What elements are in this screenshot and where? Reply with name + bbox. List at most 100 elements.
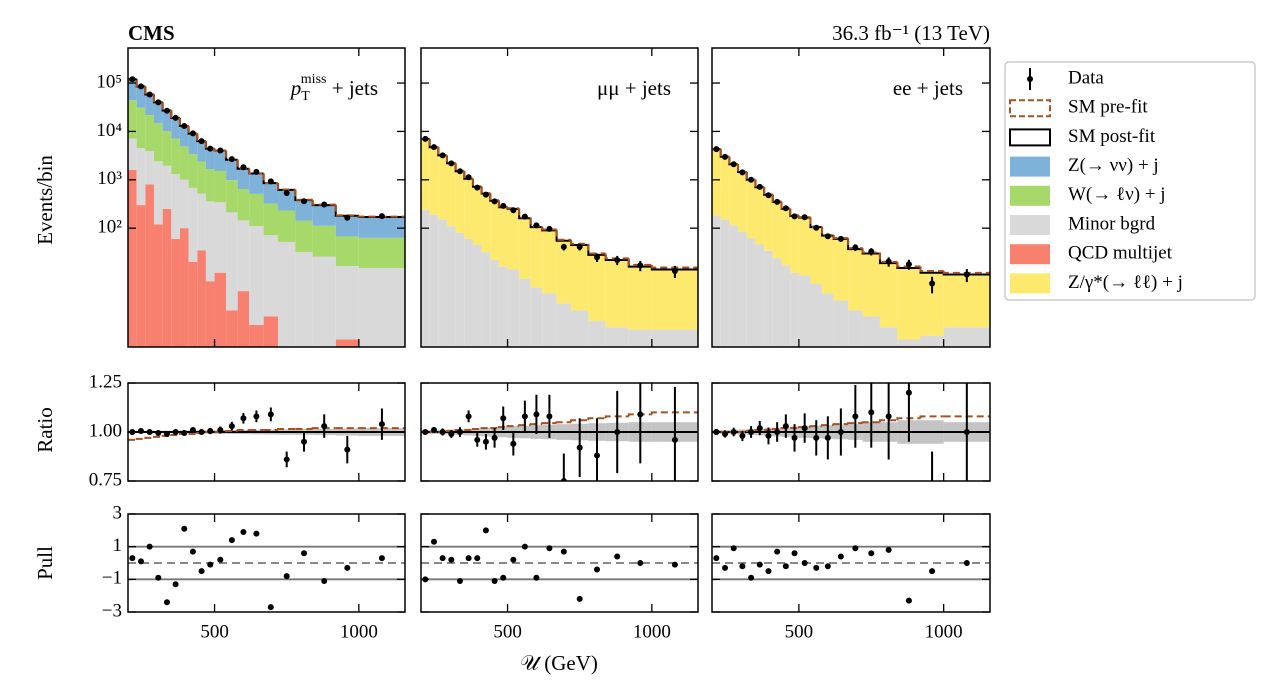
y-tick-label: −3 bbox=[102, 600, 122, 621]
stack-bar bbox=[179, 228, 189, 347]
data-point bbox=[748, 429, 755, 435]
data-point bbox=[929, 568, 936, 575]
data-point bbox=[824, 563, 831, 570]
legend-swatch bbox=[1010, 273, 1050, 294]
prefit-ratio-step bbox=[225, 430, 238, 433]
stack-bar bbox=[263, 316, 279, 347]
data-point bbox=[560, 548, 567, 555]
data-point bbox=[837, 553, 844, 560]
prefit-step bbox=[294, 189, 313, 201]
stack-bar bbox=[455, 171, 465, 233]
data-point bbox=[456, 577, 463, 584]
stack-bar bbox=[226, 212, 238, 311]
x-tick-label: 1000 bbox=[925, 621, 963, 642]
prefit-ratio-step bbox=[497, 426, 508, 429]
prefit-ratio-step bbox=[152, 435, 163, 438]
data-point bbox=[885, 546, 892, 553]
data-point bbox=[722, 564, 729, 571]
prefit-ratio-step bbox=[650, 411, 698, 415]
data-point bbox=[146, 543, 153, 550]
data-point bbox=[748, 574, 755, 581]
stack-bar bbox=[312, 205, 336, 226]
panel-pull bbox=[712, 545, 990, 604]
data-point bbox=[765, 568, 772, 575]
prefit-ratio-step bbox=[311, 427, 336, 430]
data-point bbox=[181, 123, 188, 130]
data-point bbox=[637, 411, 644, 418]
stack-bar bbox=[920, 335, 944, 347]
prefit-ratio-step bbox=[144, 436, 154, 439]
stack-bar bbox=[798, 275, 811, 347]
y-tick-label: 10³ bbox=[97, 168, 122, 189]
stack-bar bbox=[530, 227, 543, 288]
data-point bbox=[521, 213, 528, 220]
prefit-ratio-step bbox=[847, 422, 863, 425]
panel-main bbox=[128, 76, 405, 347]
data-point bbox=[730, 429, 737, 435]
data-point bbox=[228, 156, 235, 163]
prefit-step bbox=[627, 258, 652, 266]
stack-bar bbox=[278, 241, 296, 347]
stack-bar bbox=[237, 291, 250, 347]
panel-frame bbox=[127, 513, 406, 613]
stack-bar bbox=[628, 329, 652, 347]
data-point bbox=[614, 553, 621, 560]
stack-bar bbox=[237, 220, 250, 292]
stack-bar bbox=[335, 266, 359, 340]
stack-bar bbox=[249, 324, 264, 347]
stack-bar bbox=[507, 269, 520, 347]
data-point bbox=[189, 130, 196, 137]
data-point bbox=[155, 99, 162, 106]
data-point bbox=[240, 528, 247, 535]
data-point bbox=[782, 563, 789, 570]
stack-bar bbox=[128, 169, 137, 347]
stack-bar bbox=[162, 110, 172, 132]
data-point bbox=[748, 176, 755, 183]
stack-bar bbox=[335, 236, 359, 267]
chart-subtitle: 36.3 fb⁻¹ (13 TeV) bbox=[832, 21, 990, 45]
legend-swatch bbox=[1010, 185, 1050, 206]
data-point bbox=[533, 411, 540, 418]
stack-bar bbox=[358, 268, 405, 347]
stack-bar bbox=[188, 154, 198, 188]
stack-bar bbox=[790, 215, 799, 273]
data-point bbox=[491, 434, 498, 441]
data-point bbox=[824, 434, 831, 441]
data-point bbox=[671, 561, 678, 568]
stack-bar bbox=[197, 141, 206, 162]
stack-bar bbox=[729, 164, 739, 226]
data-point bbox=[207, 428, 214, 435]
stack-bar bbox=[312, 225, 336, 257]
data-point bbox=[533, 574, 540, 581]
stack-bar bbox=[128, 138, 137, 170]
data-point bbox=[439, 555, 446, 562]
data-point bbox=[217, 556, 224, 563]
legend-swatch bbox=[1010, 244, 1050, 265]
x-axis-label: 𝒰 (GeV) bbox=[520, 651, 598, 675]
legend-label: W(→ ℓν) + j bbox=[1068, 184, 1166, 205]
data-point bbox=[510, 556, 517, 563]
chart-title: CMS bbox=[128, 21, 175, 45]
data-point bbox=[546, 413, 553, 420]
data-point bbox=[146, 429, 153, 435]
y-tick-label: 1 bbox=[113, 535, 123, 556]
stack-bar bbox=[920, 272, 944, 336]
legend-label: Z/γ*(→ ℓℓ) + j bbox=[1068, 272, 1183, 293]
ratio-axis-label: Ratio bbox=[33, 407, 57, 453]
data-point bbox=[283, 456, 290, 463]
data-point bbox=[422, 135, 429, 142]
x-tick-label: 1000 bbox=[340, 621, 378, 642]
data-point bbox=[301, 550, 308, 557]
stack-bar bbox=[833, 238, 849, 301]
data-point bbox=[852, 244, 859, 251]
data-point bbox=[137, 83, 144, 90]
stack-bar bbox=[746, 238, 756, 347]
panel-frame bbox=[420, 513, 699, 613]
legend-swatch bbox=[1010, 215, 1050, 235]
data-point bbox=[207, 145, 214, 152]
prefit-ratio-step bbox=[529, 423, 543, 426]
prefit-ratio-step bbox=[809, 425, 823, 428]
legend-label: SM post-fit bbox=[1068, 126, 1156, 147]
data-point bbox=[253, 168, 260, 175]
prefit-step bbox=[919, 266, 944, 273]
